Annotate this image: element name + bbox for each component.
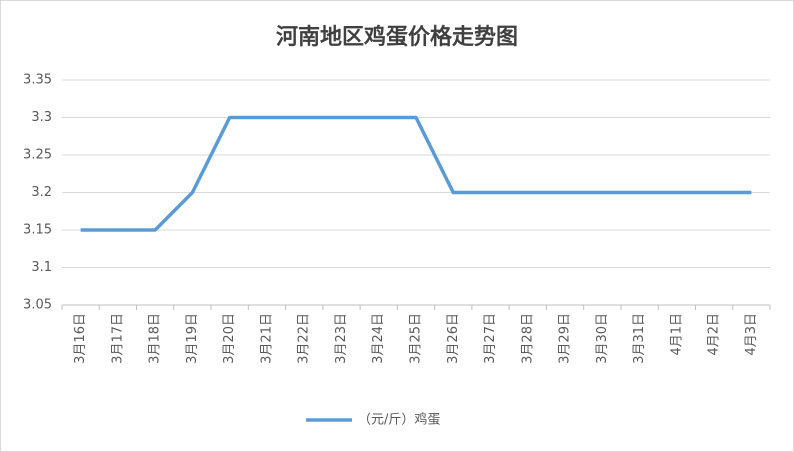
x-tick-label: 3月18日	[148, 313, 163, 364]
x-tick-label: 4月3日	[744, 313, 759, 356]
x-tick-label: 3月22日	[297, 313, 312, 364]
x-tick-label: 3月24日	[371, 313, 386, 364]
y-tick-label: 3.35	[23, 73, 52, 88]
data-line	[80, 115, 752, 232]
chart-title: 河南地区鸡蛋价格走势图	[276, 24, 518, 50]
y-tick-label: 3.3	[31, 110, 52, 125]
y-tick-label: 3.05	[23, 298, 52, 313]
y-tick-label: 3.2	[31, 185, 52, 200]
x-tick-label: 3月26日	[446, 313, 461, 364]
x-tick-label: 3月27日	[483, 313, 498, 364]
x-tick-label: 3月28日	[520, 313, 535, 364]
x-tick-label: 4月1日	[669, 313, 684, 356]
x-tick-label: 3月20日	[222, 313, 237, 364]
y-tick-label: 3.15	[23, 223, 52, 238]
x-tick-label: 3月19日	[185, 313, 200, 364]
x-tick-label: 3月30日	[595, 313, 610, 364]
x-tick-label: 3月17日	[110, 313, 125, 364]
x-tick-label: 4月2日	[707, 313, 722, 356]
x-tick-label: 3月29日	[558, 313, 573, 364]
x-tick-label: 3月25日	[409, 313, 424, 364]
y-tick-label: 3.1	[31, 260, 52, 275]
y-tick-label: 3.25	[23, 148, 52, 163]
x-tick-label: 3月16日	[73, 313, 88, 364]
x-tick-label: 3月21日	[259, 313, 274, 364]
x-tick-label: 3月23日	[334, 313, 349, 364]
x-tick-label: 3月31日	[632, 313, 647, 364]
legend-label: （元/斤）鸡蛋	[358, 412, 440, 428]
